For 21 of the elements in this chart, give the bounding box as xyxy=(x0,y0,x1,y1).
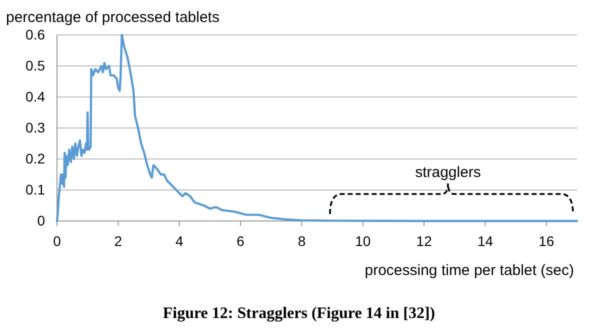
y-tick-label: 0.1 xyxy=(26,181,46,198)
x-tick-label: 10 xyxy=(355,232,371,249)
line-series xyxy=(56,34,578,222)
x-tick-label: 6 xyxy=(236,232,245,249)
y-axis-title: percentage of processed tablets xyxy=(6,9,220,26)
y-tick-label: 0.5 xyxy=(26,57,46,74)
x-tick-label: 2 xyxy=(114,232,122,249)
y-tick-label: 0.4 xyxy=(26,88,46,104)
y-tick-label: 0.3 xyxy=(26,119,46,136)
x-tick-label: 4 xyxy=(175,232,184,249)
x-axis-title: processing time per tablet (sec) xyxy=(364,262,574,279)
x-tick-label: 14 xyxy=(477,232,494,249)
y-tick-label: 0.2 xyxy=(26,150,46,166)
text: Figure 12: Stragglers (Figure 14 in [32]) xyxy=(162,305,436,322)
y-tick-label: 0.6 xyxy=(26,26,46,42)
x-tick-label: 8 xyxy=(298,232,306,249)
x-tick-label: 12 xyxy=(416,232,432,249)
y-tick-label: 0 xyxy=(37,212,46,228)
x-tick-label: 16 xyxy=(538,232,554,249)
x-tick-label: 0 xyxy=(53,232,62,249)
annotation: stragglers xyxy=(415,164,481,181)
